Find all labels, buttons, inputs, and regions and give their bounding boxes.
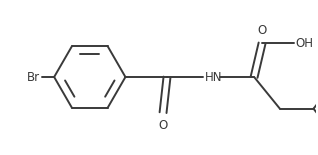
Text: Br: Br xyxy=(27,71,40,84)
Text: O: O xyxy=(257,24,267,37)
Text: O: O xyxy=(158,119,168,132)
Text: OH: OH xyxy=(296,37,314,50)
Text: HN: HN xyxy=(204,71,222,84)
